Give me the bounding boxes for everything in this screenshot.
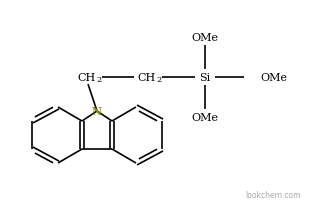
Text: 2: 2 xyxy=(96,76,101,84)
Text: OMe: OMe xyxy=(260,73,287,83)
Text: OMe: OMe xyxy=(192,112,219,122)
Text: CH: CH xyxy=(77,73,95,83)
Text: 2: 2 xyxy=(156,76,161,84)
Text: N: N xyxy=(92,106,102,117)
Text: lookchem.com: lookchem.com xyxy=(245,190,300,199)
Text: OMe: OMe xyxy=(192,33,219,43)
Text: CH: CH xyxy=(137,73,155,83)
Text: Si: Si xyxy=(199,73,211,83)
